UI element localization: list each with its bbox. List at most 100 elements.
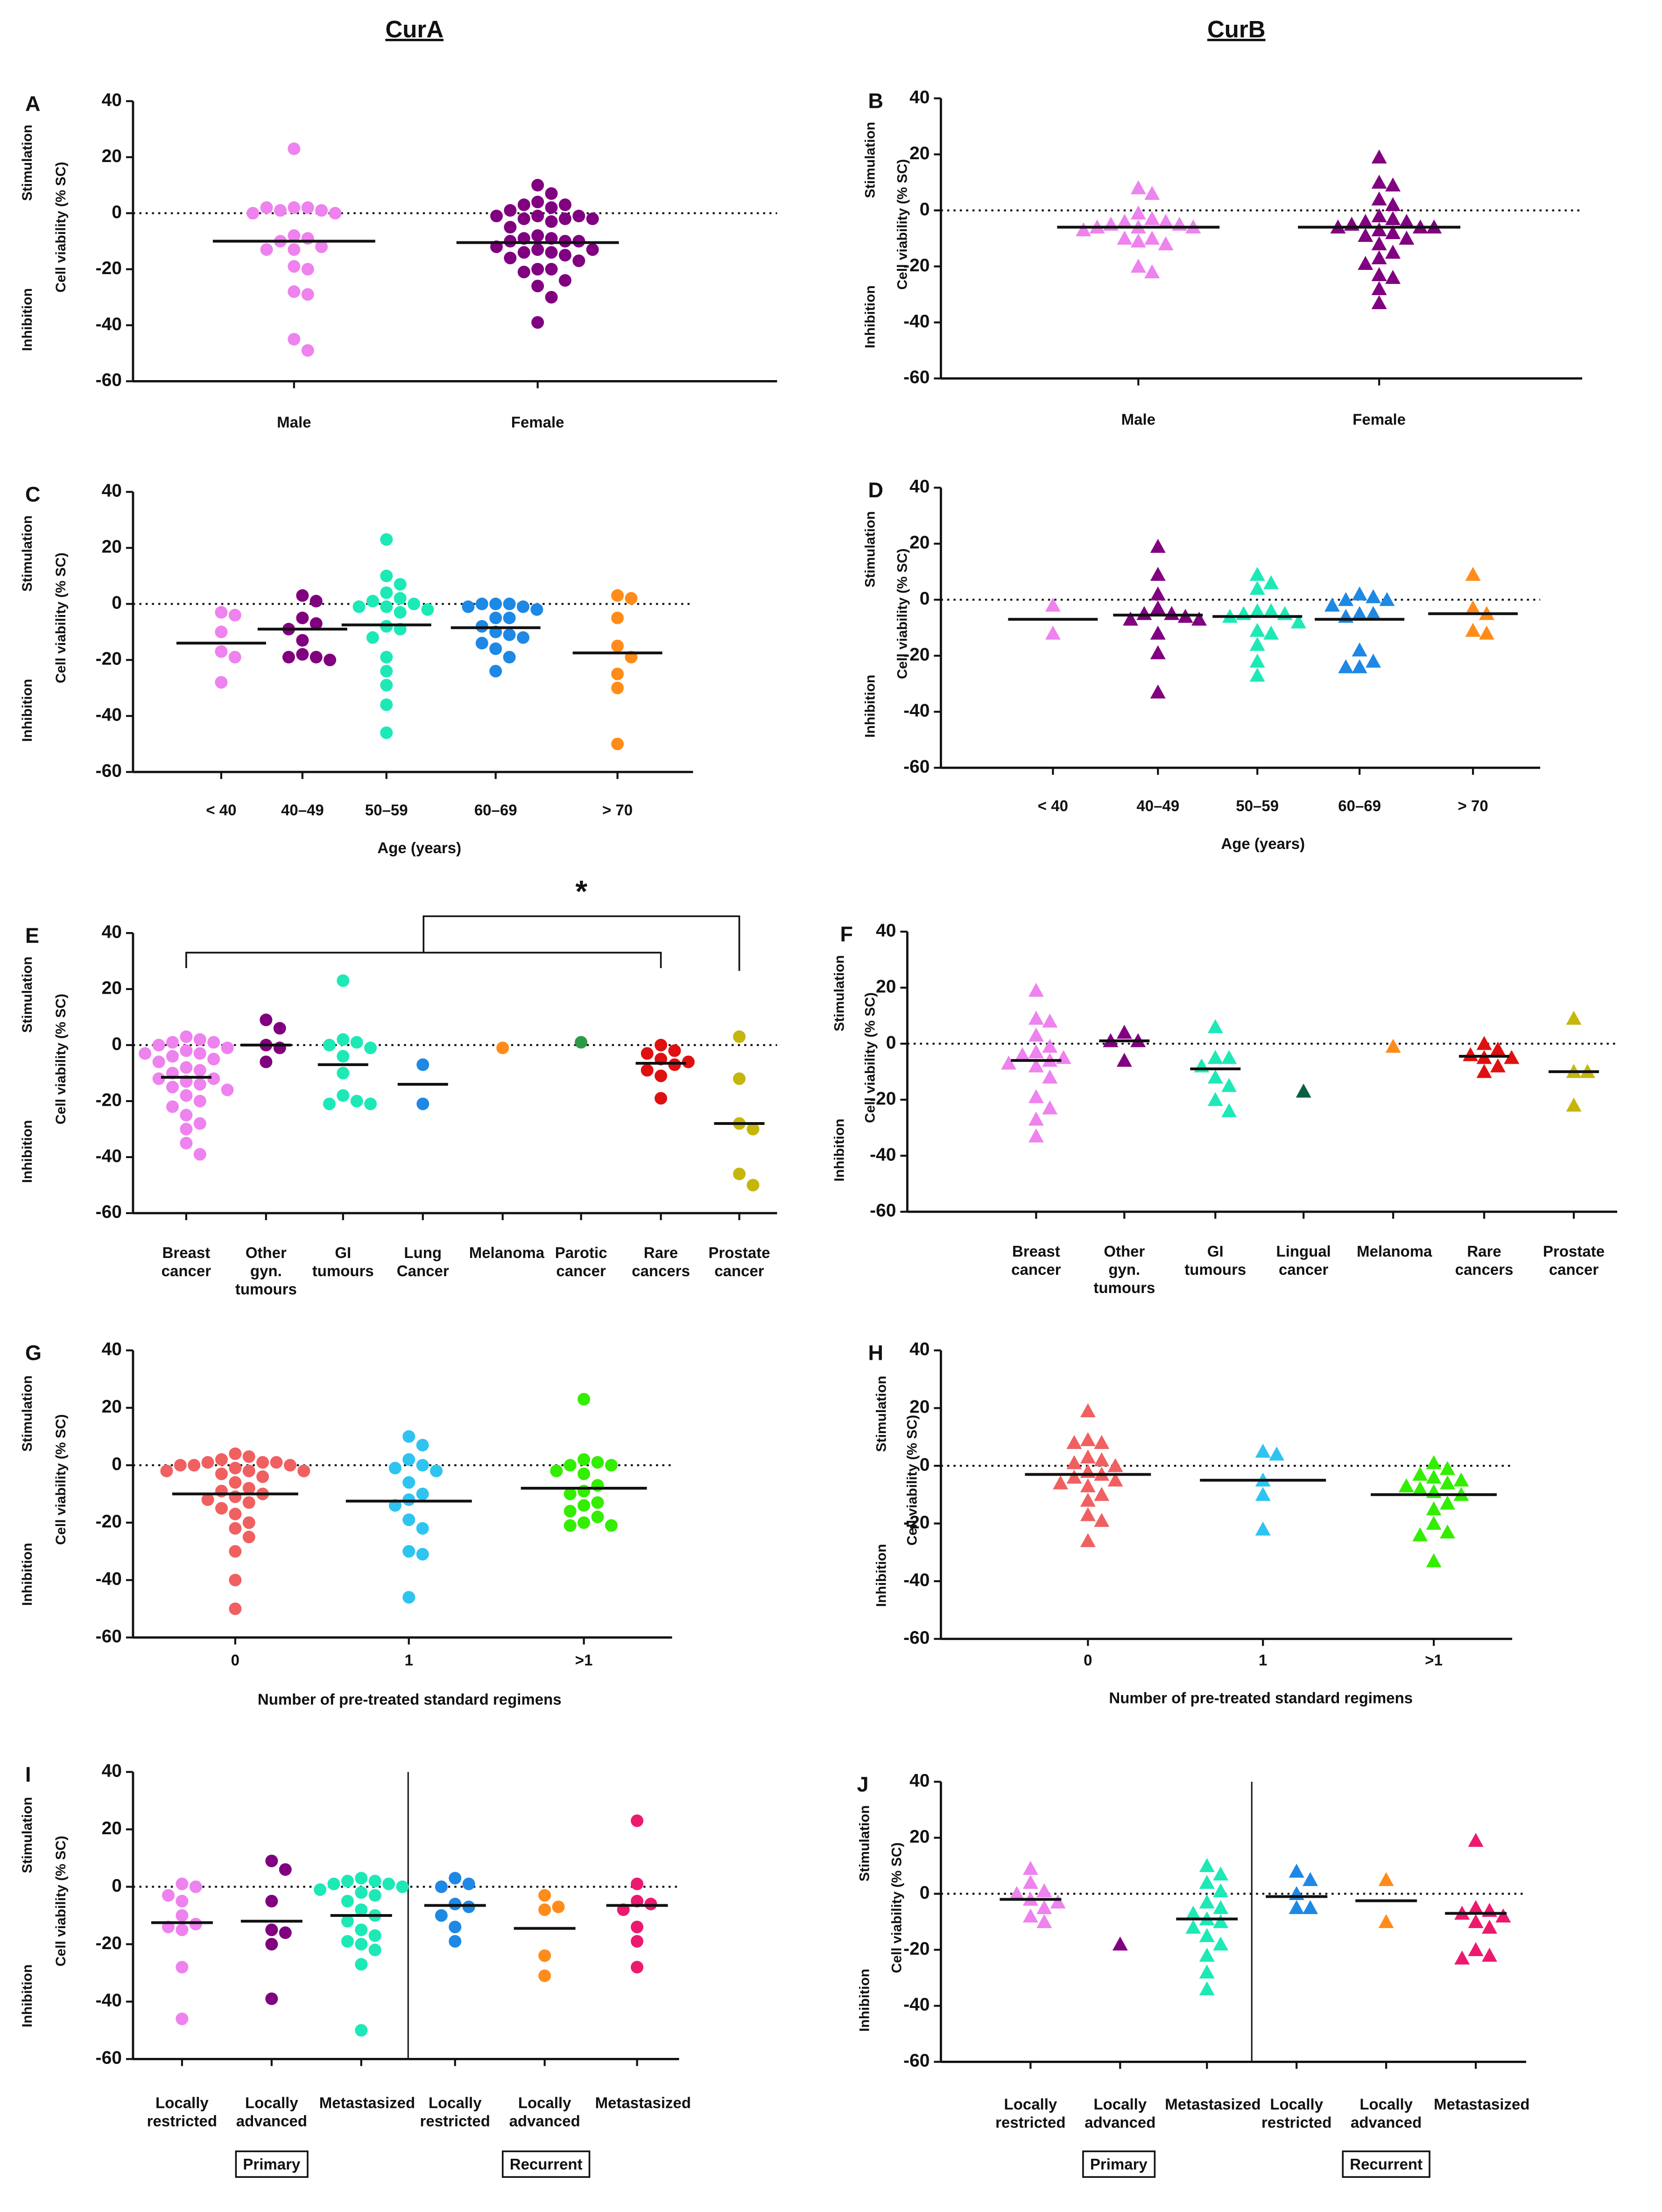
point [1440, 1475, 1456, 1490]
point [341, 1874, 354, 1887]
point [1213, 1883, 1229, 1898]
point [577, 1516, 591, 1529]
point [1366, 653, 1381, 668]
point [558, 198, 571, 212]
x-tick-label-wrap: Male [1068, 412, 1208, 430]
point [449, 1935, 462, 1948]
stimulation-label: Stimulation [873, 1376, 889, 1452]
point [733, 1030, 746, 1043]
panel-label: I [25, 1762, 31, 1786]
x-tick-label: Prostate cancer [1543, 1244, 1605, 1279]
x-tick-label: GI tumours [312, 1245, 374, 1280]
point [180, 1137, 193, 1150]
point [1066, 1455, 1082, 1470]
inhibition-label: Inhibition [831, 1119, 847, 1182]
point [1454, 1950, 1470, 1965]
point [489, 664, 502, 678]
point [180, 1123, 193, 1136]
point [380, 569, 393, 582]
point [1107, 1458, 1123, 1472]
point [733, 1167, 746, 1180]
point [1371, 149, 1387, 164]
x-tick-label: Female [511, 415, 564, 432]
point [246, 207, 260, 220]
point [1255, 1443, 1271, 1458]
x-tick-label: GI tumours [1184, 1244, 1246, 1279]
point [274, 204, 287, 217]
x-tick-label: 40–49 [281, 803, 324, 820]
x-tick-label: Rare cancers [1455, 1244, 1514, 1279]
point [545, 215, 558, 228]
point [152, 1055, 165, 1068]
y-tick-label: -20 [903, 645, 930, 665]
point [563, 1487, 577, 1500]
panel-label: H [868, 1341, 883, 1365]
x-tick-label-wrap: Prostate cancer [1504, 1244, 1644, 1280]
point [176, 1894, 189, 1908]
point [1080, 1507, 1096, 1521]
point [746, 1179, 760, 1192]
point [1482, 1903, 1497, 1917]
x-tick-label-box: Female [511, 415, 564, 432]
point [337, 1033, 350, 1046]
point [552, 1901, 565, 1914]
x-tick-label-box: 50–59 [365, 803, 408, 820]
y-tick-label: -60 [870, 1201, 896, 1221]
y-axis-label: Cell viability (% SC) [889, 1843, 904, 1973]
point [166, 1100, 179, 1113]
point [1028, 1011, 1044, 1025]
x-tick-label-box: Rare cancers [632, 1245, 690, 1280]
y-axis-label: Cell viability (% SC) [894, 548, 910, 679]
point [545, 246, 558, 259]
point [1045, 597, 1061, 612]
point [504, 221, 517, 234]
point [475, 636, 488, 650]
y-tick-label: -20 [903, 1512, 930, 1533]
x-tick-label-box: Other gyn. tumours [1093, 1244, 1155, 1297]
point [366, 594, 379, 608]
point [176, 2012, 189, 2025]
point [1117, 214, 1133, 228]
x-tick-label: 1 [1259, 1653, 1268, 1670]
point [416, 1548, 429, 1561]
x-tick-label-wrap: >1 [1364, 1653, 1504, 1671]
point [1399, 214, 1415, 228]
point [1213, 1936, 1229, 1951]
x-tick-label-wrap: 0 [1018, 1653, 1158, 1671]
point [1482, 1947, 1497, 1962]
point [550, 1464, 563, 1477]
point [166, 1036, 179, 1049]
y-tick-label: 20 [876, 976, 896, 996]
y-tick-label: 20 [909, 1827, 930, 1847]
x-tick-label-wrap: Metastasized [1137, 2097, 1277, 2115]
point [1371, 267, 1387, 281]
column-title: CurA [385, 16, 444, 42]
point [1249, 667, 1265, 682]
point [611, 639, 624, 652]
group-box [1082, 2150, 1156, 2178]
x-tick-label-wrap: Locally restricted [960, 2097, 1100, 2133]
point [265, 1854, 278, 1867]
point [1080, 1432, 1096, 1446]
inhibition-label: Inhibition [857, 1969, 872, 2032]
point [575, 1036, 588, 1049]
point [475, 597, 488, 610]
point [1150, 566, 1166, 581]
x-tick-label-wrap: Locally restricted [112, 2095, 252, 2132]
point [1476, 1064, 1492, 1078]
x-tick-label-wrap: Lingual cancer [1233, 1244, 1373, 1280]
point [1094, 1435, 1110, 1449]
x-tick-label-wrap: Melanoma [433, 1245, 573, 1264]
point [1150, 625, 1166, 640]
point [577, 1467, 591, 1480]
point [611, 737, 624, 750]
x-tick-label-box: Locally advanced [236, 2095, 307, 2130]
point [558, 249, 571, 262]
x-tick-label-wrap: Locally advanced [1316, 2097, 1456, 2133]
point [394, 592, 407, 605]
point [462, 1901, 475, 1914]
point [572, 254, 585, 268]
point [394, 606, 407, 619]
point [1045, 625, 1061, 640]
point [1199, 1981, 1215, 1995]
